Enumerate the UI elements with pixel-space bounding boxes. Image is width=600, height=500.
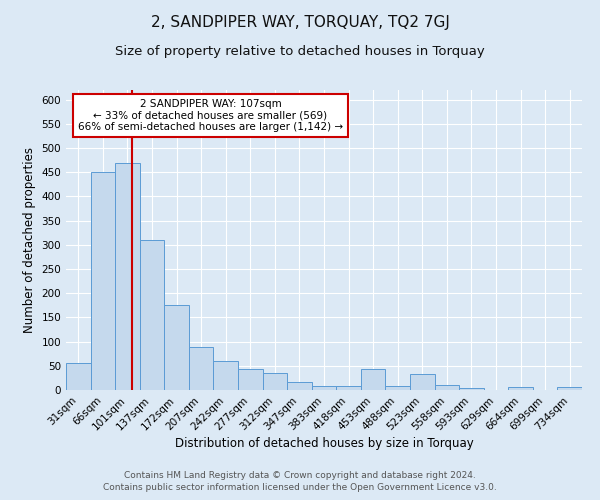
Bar — [238, 369, 263, 390]
Text: Size of property relative to detached houses in Torquay: Size of property relative to detached ho… — [115, 45, 485, 58]
Bar — [91, 172, 115, 390]
Bar — [164, 306, 189, 390]
Bar — [361, 369, 385, 390]
Bar — [312, 386, 336, 390]
Bar — [385, 386, 410, 390]
Bar — [336, 386, 361, 390]
Bar — [459, 388, 484, 390]
Text: Contains HM Land Registry data © Crown copyright and database right 2024.: Contains HM Land Registry data © Crown c… — [124, 471, 476, 480]
Text: Contains public sector information licensed under the Open Government Licence v3: Contains public sector information licen… — [103, 484, 497, 492]
Bar — [189, 348, 214, 390]
Bar — [214, 361, 238, 390]
Bar — [557, 386, 582, 390]
Bar — [263, 373, 287, 390]
Bar — [115, 162, 140, 390]
X-axis label: Distribution of detached houses by size in Torquay: Distribution of detached houses by size … — [175, 438, 473, 450]
Y-axis label: Number of detached properties: Number of detached properties — [23, 147, 36, 333]
Bar — [287, 382, 312, 390]
Bar — [508, 386, 533, 390]
Bar — [66, 364, 91, 390]
Bar — [434, 385, 459, 390]
Text: 2, SANDPIPER WAY, TORQUAY, TQ2 7GJ: 2, SANDPIPER WAY, TORQUAY, TQ2 7GJ — [151, 15, 449, 30]
Bar — [140, 240, 164, 390]
Bar — [410, 374, 434, 390]
Text: 2 SANDPIPER WAY: 107sqm
← 33% of detached houses are smaller (569)
66% of semi-d: 2 SANDPIPER WAY: 107sqm ← 33% of detache… — [78, 99, 343, 132]
